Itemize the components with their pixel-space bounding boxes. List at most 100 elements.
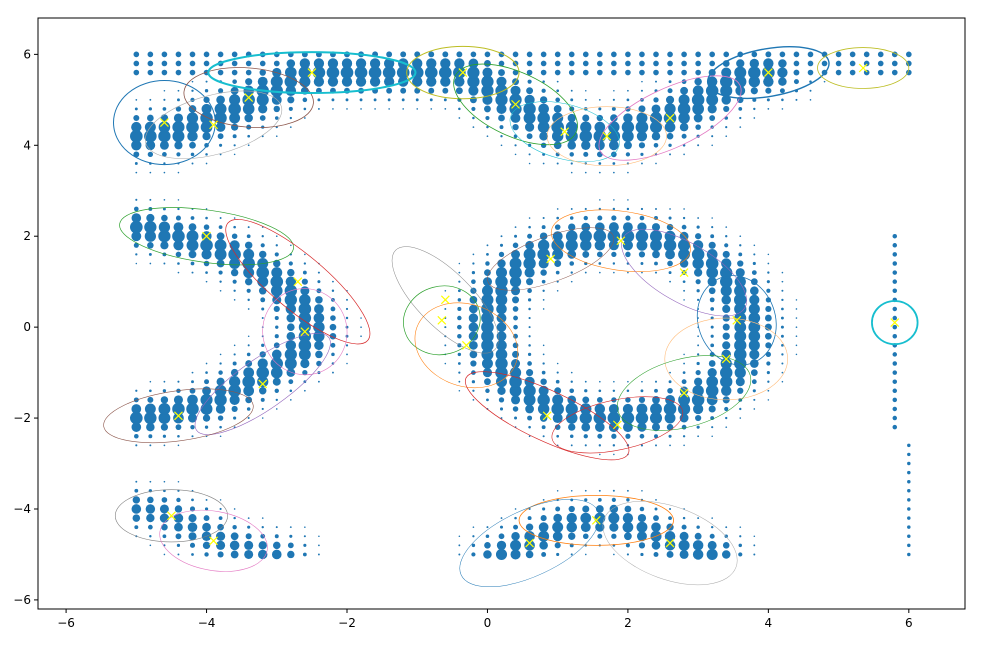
data-point (453, 66, 466, 79)
data-point (528, 507, 531, 511)
data-point (892, 424, 898, 430)
data-point (596, 397, 603, 403)
data-point (369, 58, 381, 69)
data-point (781, 289, 784, 292)
data-point (679, 531, 689, 541)
data-point (275, 526, 278, 529)
data-point (541, 370, 546, 375)
data-point (386, 51, 393, 58)
data-point (765, 342, 772, 349)
data-point (795, 335, 798, 338)
data-point (627, 380, 629, 383)
data-point (500, 417, 503, 420)
data-point (514, 153, 517, 156)
data-point (219, 362, 222, 365)
cluster-ellipse (617, 355, 752, 431)
data-point (594, 512, 606, 524)
data-point (542, 162, 545, 165)
data-point (892, 352, 898, 357)
data-point (440, 76, 451, 87)
cluster-center-marker (461, 340, 471, 350)
y-tick-label: −2 (13, 411, 31, 425)
data-point (205, 371, 208, 374)
data-point (678, 248, 691, 261)
data-point (232, 361, 237, 366)
data-point (765, 305, 772, 313)
data-point (329, 323, 337, 331)
data-point (133, 51, 140, 58)
data-point (260, 243, 265, 248)
data-point (287, 550, 295, 559)
data-point (298, 321, 311, 334)
data-point (733, 348, 747, 361)
data-point (219, 435, 222, 438)
data-point (458, 117, 461, 119)
data-point (748, 303, 760, 315)
data-point (229, 112, 241, 124)
data-point (877, 60, 884, 67)
data-point (651, 423, 661, 432)
data-point (678, 393, 691, 406)
data-point (892, 261, 898, 266)
cluster-center-marker (679, 268, 689, 278)
data-point (523, 248, 536, 261)
data-point (527, 516, 532, 521)
cluster-ellipse (403, 285, 481, 356)
data-point (681, 424, 687, 430)
data-point (641, 80, 643, 83)
data-point (764, 332, 772, 340)
data-point (498, 251, 505, 258)
data-point (907, 461, 911, 466)
data-point (524, 94, 535, 105)
data-point (484, 378, 491, 386)
data-point (650, 403, 662, 415)
data-point (233, 144, 236, 147)
cluster-ellipse (391, 246, 499, 354)
data-point (638, 542, 646, 549)
data-point (907, 498, 911, 502)
data-point (144, 230, 156, 242)
data-point (528, 162, 531, 165)
data-point (597, 433, 603, 439)
data-point (481, 293, 494, 306)
data-point (401, 98, 405, 102)
data-point (247, 517, 250, 519)
data-point (795, 326, 798, 328)
data-point (877, 69, 884, 76)
data-point (581, 222, 591, 232)
data-point (302, 552, 307, 557)
data-point (158, 130, 171, 143)
data-point (748, 75, 760, 88)
data-point (622, 222, 633, 233)
data-point (233, 416, 237, 420)
data-point (482, 368, 493, 378)
data-point (481, 339, 494, 352)
data-point (163, 380, 166, 383)
data-point (134, 525, 139, 530)
data-point (233, 289, 236, 292)
data-point (458, 271, 461, 274)
data-point (149, 544, 152, 547)
data-point (906, 51, 912, 58)
data-point (568, 505, 575, 513)
data-point (640, 152, 644, 156)
data-point (426, 58, 437, 69)
data-point (270, 84, 283, 97)
data-point (374, 108, 376, 110)
data-point (669, 444, 671, 447)
data-point (426, 76, 437, 87)
data-point (275, 325, 279, 329)
data-point (597, 215, 603, 221)
data-point (481, 84, 494, 97)
data-point (202, 386, 211, 396)
data-point (599, 271, 601, 274)
cluster-center-marker (209, 120, 218, 130)
data-point (683, 153, 685, 156)
data-point (638, 105, 646, 113)
data-point (697, 353, 700, 356)
data-point (467, 75, 480, 88)
data-point (261, 517, 264, 519)
data-point (613, 271, 615, 274)
data-point (205, 498, 208, 501)
data-point (303, 117, 306, 119)
